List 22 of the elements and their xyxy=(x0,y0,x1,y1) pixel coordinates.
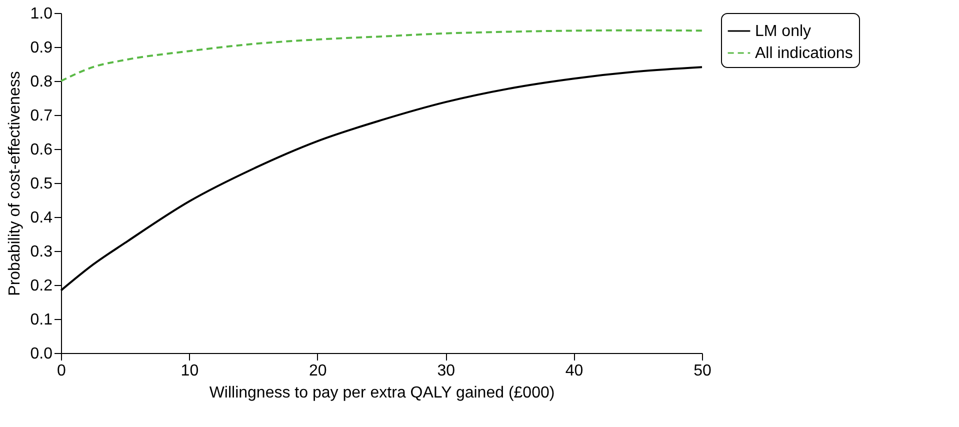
y-tick-label: 0.3 xyxy=(30,244,53,260)
y-tick-label: 0.2 xyxy=(30,278,53,294)
y-tick-label: 0.4 xyxy=(30,210,53,226)
y-axis-title: Probability of cost-effectiveness xyxy=(6,71,24,296)
y-tick-label: 0.8 xyxy=(30,74,53,90)
x-tick-label: 30 xyxy=(437,362,456,380)
y-tick-label: 0.0 xyxy=(30,346,53,362)
legend-label: All indications xyxy=(755,45,853,62)
x-tick-label: 0 xyxy=(57,362,66,380)
y-tick-label: 0.7 xyxy=(30,108,53,124)
x-tick-label: 40 xyxy=(565,362,584,380)
y-tick-label: 0.5 xyxy=(30,176,53,192)
line-series xyxy=(60,29,703,82)
x-tick-label: 20 xyxy=(309,362,327,380)
x-axis-title: Willingness to pay per extra QALY gained (£000) xyxy=(209,384,555,402)
y-tick-label: 1.0 xyxy=(30,6,53,22)
y-tick-label: 0.6 xyxy=(30,142,53,158)
x-tick-label: 10 xyxy=(180,362,199,380)
y-tick-label: 0.1 xyxy=(30,312,53,328)
y-tick-label: 0.9 xyxy=(30,40,53,56)
x-tick-label: 50 xyxy=(694,362,712,380)
legend-label: LM only xyxy=(755,23,812,40)
